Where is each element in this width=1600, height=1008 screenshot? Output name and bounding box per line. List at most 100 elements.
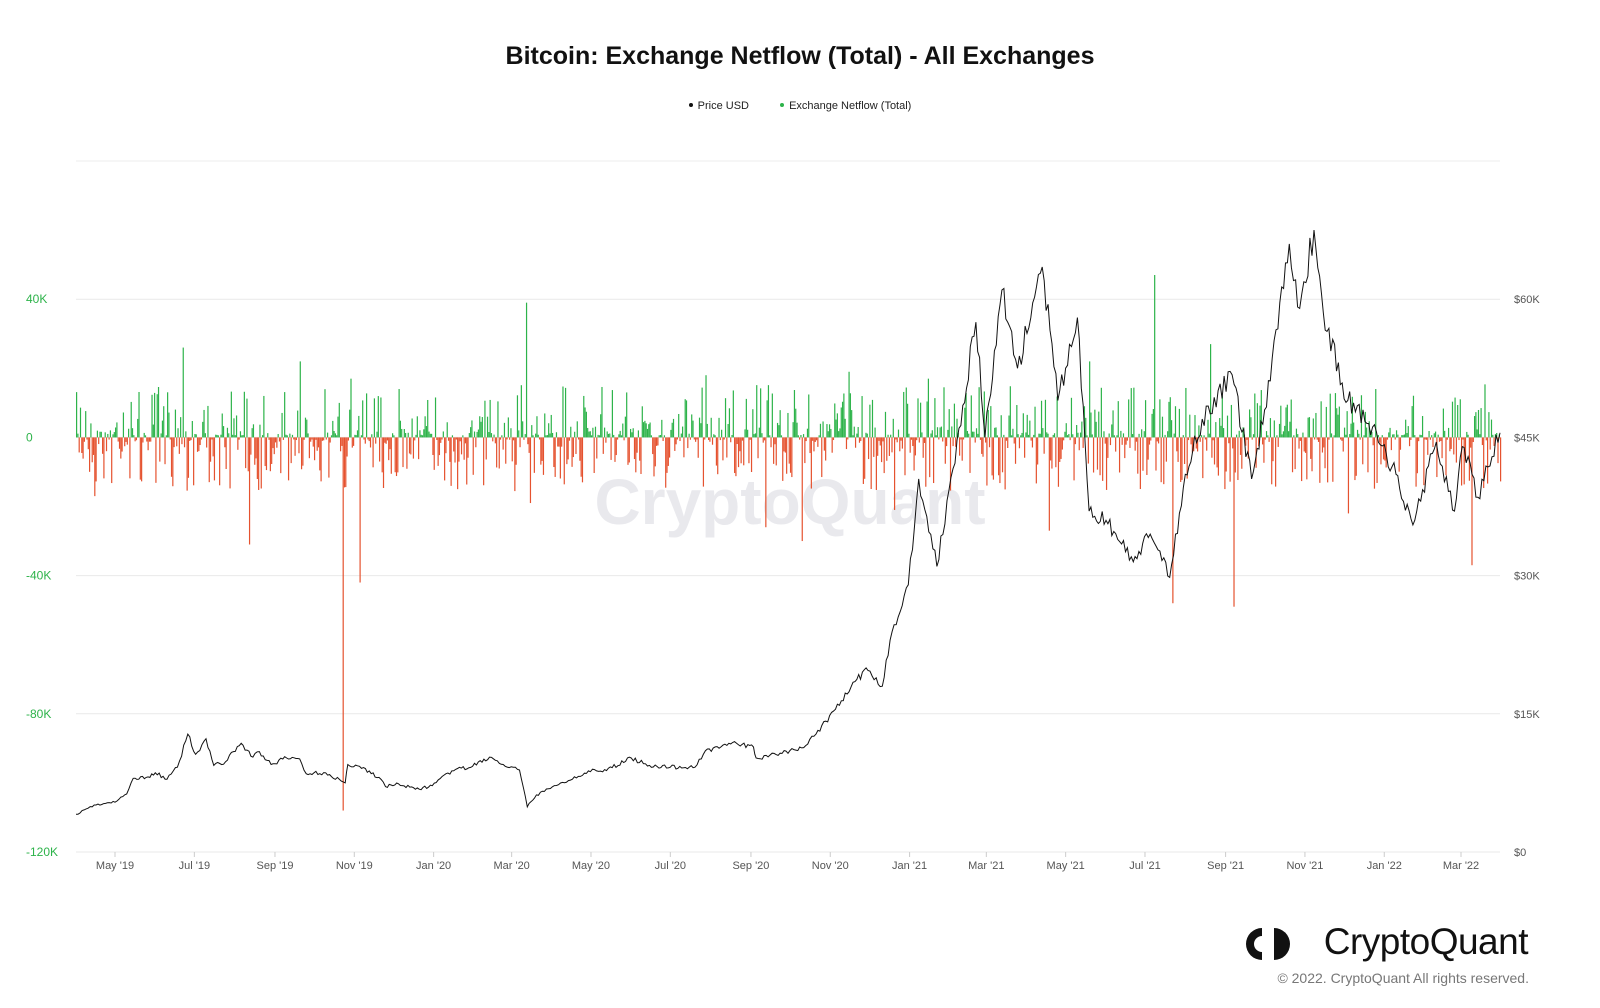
- netflow-bar: [425, 426, 428, 438]
- netflow-bar: [770, 437, 772, 448]
- netflow-bar: [242, 435, 244, 438]
- netflow-bar: [1334, 393, 1337, 438]
- netflow-bar: [523, 437, 525, 440]
- netflow-bar: [1147, 437, 1149, 460]
- netflow-bar: [115, 427, 117, 438]
- netflow-bar: [398, 389, 400, 438]
- netflow-bar: [891, 437, 893, 453]
- netflow-bar: [1157, 437, 1160, 444]
- netflow-bar: [1143, 431, 1145, 438]
- netflow-bar: [1359, 437, 1361, 440]
- legend-item-price[interactable]: Price USD: [688, 100, 749, 112]
- netflow-bar: [297, 410, 299, 438]
- netflow-bar: [663, 435, 666, 438]
- netflow-bar: [473, 431, 476, 438]
- netflow-bar: [1155, 437, 1157, 471]
- netflow-bar: [931, 430, 933, 438]
- netflow-bar: [1003, 434, 1005, 438]
- netflow-bar: [1303, 437, 1305, 452]
- netflow-bar: [260, 437, 262, 489]
- netflow-bar: [935, 435, 937, 438]
- netflow-bar: [1467, 434, 1469, 438]
- x-tick-label: Jan '21: [892, 860, 927, 872]
- netflow-bar: [1105, 437, 1108, 490]
- netflow-bar: [211, 437, 213, 440]
- netflow-bar: [126, 437, 128, 445]
- netflow-bar: [1340, 437, 1342, 440]
- netflow-bar: [650, 435, 652, 438]
- netflow-bar: [779, 410, 781, 438]
- netflow-bar: [148, 437, 151, 442]
- netflow-bar: [649, 422, 651, 438]
- netflow-bar: [299, 361, 301, 438]
- netflow-bar: [773, 437, 775, 464]
- netflow-bar: [438, 437, 441, 456]
- netflow-bar: [778, 425, 780, 438]
- netflow-bar: [193, 437, 195, 486]
- netflow-bar: [159, 437, 161, 462]
- netflow-bar: [507, 417, 509, 438]
- netflow-bar: [1447, 427, 1450, 438]
- legend-dot-netflow: [780, 103, 785, 108]
- netflow-bar: [890, 434, 892, 438]
- netflow-bar: [1066, 435, 1069, 438]
- netflow-bar: [548, 423, 550, 438]
- netflow-bar: [1425, 437, 1428, 440]
- netflow-bar: [225, 437, 227, 469]
- netflow-bar: [933, 437, 935, 484]
- netflow-bar: [1108, 433, 1110, 438]
- netflow-bar: [107, 433, 109, 438]
- netflow-bar: [1004, 437, 1006, 490]
- netflow-bar: [104, 432, 106, 438]
- netflow-bar: [178, 437, 180, 454]
- netflow-bar: [194, 434, 196, 438]
- netflow-bar: [243, 391, 245, 438]
- netflow-bar: [701, 387, 703, 438]
- netflow-bar: [233, 418, 235, 438]
- netflow-bar: [1098, 411, 1100, 438]
- legend-item-netflow[interactable]: Exchange Netflow (Total): [780, 100, 911, 112]
- netflow-bar: [1290, 399, 1292, 438]
- netflow-bar: [903, 391, 905, 438]
- netflow-bar: [1172, 437, 1174, 604]
- netflow-bar: [603, 427, 606, 438]
- netflow-bar: [290, 437, 292, 464]
- netflow-bar: [776, 422, 779, 438]
- netflow-bar: [1190, 437, 1192, 445]
- price-line: [76, 230, 1501, 815]
- netflow-bar: [590, 435, 593, 438]
- netflow-bar: [286, 435, 288, 438]
- netflow-bar: [1492, 434, 1494, 438]
- netflow-bar: [1057, 437, 1060, 487]
- netflow-bar: [353, 437, 355, 446]
- netflow-bar: [1325, 406, 1327, 438]
- netflow-bar: [986, 437, 988, 486]
- netflow-bar: [613, 434, 615, 438]
- netflow-bar: [1301, 437, 1303, 482]
- netflow-bar: [1484, 384, 1486, 438]
- netflow-bar: [1151, 413, 1153, 438]
- netflow-bar: [1037, 437, 1039, 465]
- netflow-bar: [1397, 434, 1399, 438]
- netflow-bar: [1272, 437, 1274, 462]
- netflow-bar: [1189, 414, 1191, 438]
- y-right-tick-label: $45K: [1514, 432, 1540, 444]
- netflow-bar: [1259, 405, 1261, 438]
- netflow-bar: [459, 437, 461, 442]
- netflow-bar: [280, 437, 282, 474]
- netflow-bar: [118, 437, 121, 449]
- netflow-bar: [1284, 425, 1286, 438]
- netflow-bar: [682, 426, 684, 438]
- x-tick-label: Mar '20: [493, 860, 529, 872]
- netflow-bar: [1358, 433, 1360, 438]
- netflow-bar: [1449, 437, 1451, 452]
- netflow-bar: [765, 437, 767, 528]
- netflow-bar: [1206, 437, 1208, 451]
- netflow-bar: [1210, 344, 1212, 438]
- netflow-bar: [969, 437, 971, 473]
- netflow-bar: [1418, 437, 1420, 442]
- netflow-bar: [1074, 437, 1076, 445]
- netflow-bar: [481, 417, 483, 438]
- netflow-bar: [428, 431, 430, 438]
- netflow-bar: [395, 437, 398, 477]
